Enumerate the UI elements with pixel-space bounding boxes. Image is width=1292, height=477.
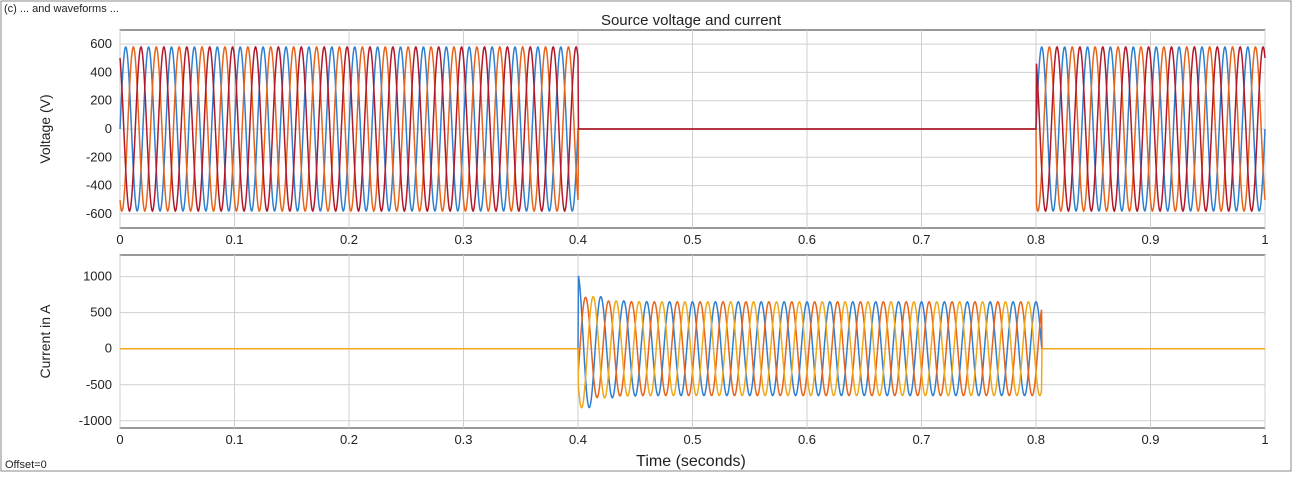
y-tick-label: -500	[86, 377, 112, 392]
series-line-3	[120, 295, 1265, 409]
y-tick-label: -600	[86, 206, 112, 221]
x-tick-label: 0.1	[225, 432, 243, 447]
caption-fragment: (c) ... and waveforms ...	[4, 3, 119, 15]
x-tick-label: 0.7	[912, 432, 930, 447]
y-tick-label: 500	[90, 305, 112, 320]
y-tick-label: -1000	[79, 413, 112, 428]
x-tick-label: 0.9	[1141, 232, 1159, 247]
y-axis-label: Current in A	[37, 304, 53, 379]
x-tick-label: 0.9	[1141, 432, 1159, 447]
y-axis-label: Voltage (V)	[37, 94, 53, 163]
x-tick-label: 0.3	[454, 232, 472, 247]
current-panel: 0 0.1 0.2 0.3 0.4 0.5 0.6 0.7 0.8 0.9 1 -1000 -500 0 5…	[37, 254, 1269, 447]
y-tick-label: 200	[90, 93, 112, 108]
x-tick-label: 1	[1261, 432, 1268, 447]
x-tick-label: 0.4	[569, 432, 587, 447]
y-tick-label: 400	[90, 64, 112, 79]
x-tick-label: 0.3	[454, 432, 472, 447]
offset-label: Offset=0	[5, 459, 47, 471]
x-tick-label: 0.7	[912, 232, 930, 247]
x-tick-label: 0	[116, 232, 123, 247]
x-tick-label: 0.2	[340, 432, 358, 447]
y-tick-label: -400	[86, 178, 112, 193]
x-tick-label: 0.1	[225, 232, 243, 247]
y-tick-label: 0	[105, 341, 112, 356]
x-tick-label: 0.5	[683, 432, 701, 447]
x-tick-label: 0.5	[683, 232, 701, 247]
x-axis-label: Time (seconds)	[636, 453, 746, 470]
y-tick-label: -200	[86, 149, 112, 164]
x-tick-label: 0.4	[569, 232, 587, 247]
x-tick-label: 0.8	[1027, 432, 1045, 447]
y-tick-label: 1000	[83, 269, 112, 284]
chart-title: Source voltage and current	[601, 12, 782, 29]
x-tick-label: 0.8	[1027, 232, 1045, 247]
x-tick-label: 0.6	[798, 232, 816, 247]
x-tick-label: 0	[116, 432, 123, 447]
y-tick-label: 0	[105, 121, 112, 136]
voltage-panel: 0 0.1 0.2 0.3 0.4 0.5 0.6 0.7 0.8 0.9 1 -600 -400 -20…	[37, 29, 1269, 247]
x-tick-label: 0.2	[340, 232, 358, 247]
x-tick-label: 1	[1261, 232, 1268, 247]
y-tick-label: 600	[90, 36, 112, 51]
x-tick-label: 0.6	[798, 432, 816, 447]
series-line-3	[119, 45, 1266, 213]
